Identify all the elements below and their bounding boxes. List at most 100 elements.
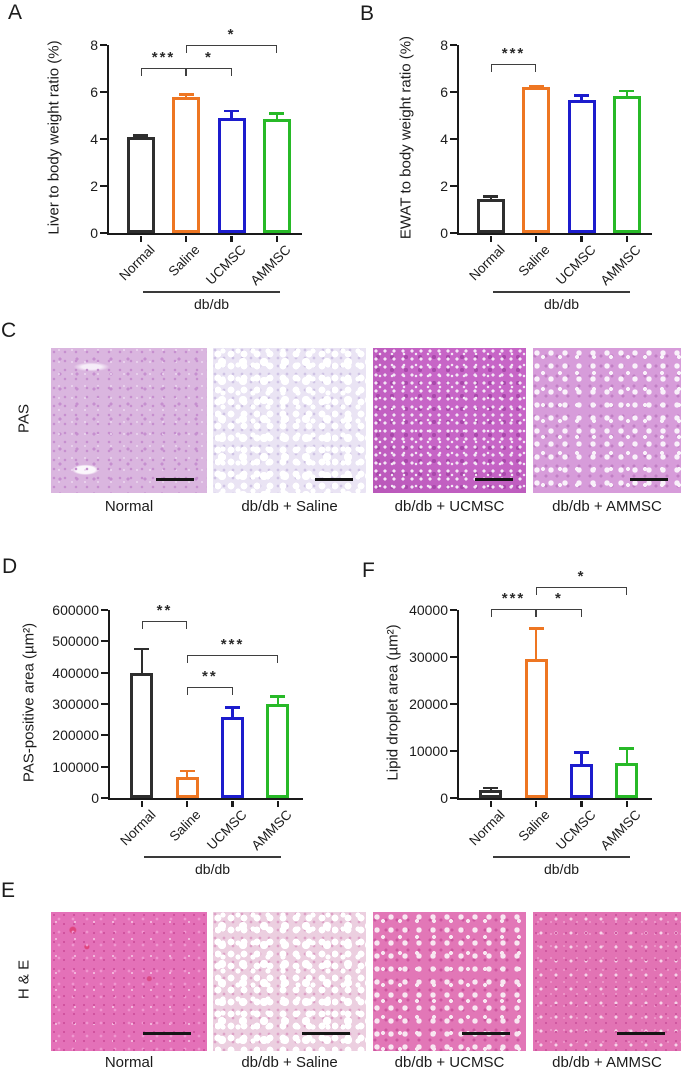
y-axis-title: PAS-positive area (µm²) [20, 622, 38, 783]
y-tick [100, 137, 107, 141]
panel-label-f: F [362, 559, 375, 582]
error-bar-cap [179, 769, 195, 773]
significance-bracket [536, 609, 582, 618]
significance-label: * [554, 590, 563, 608]
histology-tile-normal [51, 912, 207, 1051]
y-tick-label: 8 [90, 37, 98, 53]
significance-label: ** [202, 668, 218, 686]
scale-bar [156, 478, 194, 481]
bar-normal [126, 136, 155, 233]
bar-saline [175, 776, 199, 798]
x-tick [275, 235, 278, 242]
tile-label: db/db + AMMSC [552, 1054, 662, 1071]
significance-bracket [490, 609, 537, 618]
bar-ucmsc [217, 117, 246, 233]
bar-ucmsc [567, 100, 596, 233]
error-bar-cap [225, 706, 241, 709]
x-tick [535, 235, 538, 242]
bar-normal [479, 789, 503, 798]
tile-label: db/db + Saline [241, 1054, 338, 1071]
significance-label: *** [220, 636, 245, 654]
error-bar-cap [224, 109, 240, 113]
scale-bar [462, 1032, 510, 1035]
significance-label: * [577, 568, 586, 586]
y-tick [100, 184, 107, 188]
error-bar [580, 751, 583, 765]
x-tick [535, 800, 538, 807]
x-tick [580, 235, 583, 242]
y-tick [100, 231, 107, 235]
significance-bracket [186, 45, 277, 53]
plot-area-a: Liver to body weight ratio (%) 0 2 4 6 8 Norma… [46, 26, 302, 312]
y-tick [101, 796, 108, 800]
significance-label: *** [501, 590, 526, 608]
plot-area-d: PAS-positive area (µm²) 0 100000 200000 3000… [21, 602, 303, 877]
scale-bar [315, 478, 353, 481]
scale-bar [630, 478, 668, 481]
y-tick [450, 231, 457, 235]
plot-area-f: Lipid droplet area (µm²) 0 10000 20000 30000… [385, 568, 652, 877]
x-tick [489, 800, 492, 807]
error-bar [625, 89, 629, 96]
scale-bar [475, 478, 513, 481]
error-bar [230, 109, 233, 118]
histology-tile-normal [51, 348, 207, 493]
bar-normal [130, 672, 154, 798]
error-bar-cap [134, 647, 150, 651]
y-tick [101, 640, 108, 643]
bar-normal [476, 198, 505, 233]
y-tick-label: 600000 [52, 602, 99, 618]
histology-tile-db-db-saline [213, 348, 366, 493]
y-tick-label: 0 [91, 790, 99, 806]
y-tick [100, 90, 107, 94]
error-bar-cap [528, 84, 544, 88]
error-bar-cap [133, 134, 149, 137]
error-bar [185, 769, 189, 777]
tile-label: db/db + UCMSC [394, 1054, 505, 1071]
error-bar-cap [270, 695, 286, 698]
y-tick-label: 2 [90, 178, 98, 194]
y-tick [101, 671, 108, 674]
y-tick [100, 43, 107, 47]
y-tick-label: 8 [440, 37, 448, 53]
panel-label-c: C [1, 319, 17, 342]
scale-bar [143, 1032, 191, 1035]
y-tick-label: 0 [440, 225, 448, 241]
significance-bracket [186, 67, 232, 76]
row-label-h-e: H & E [15, 959, 33, 1000]
significance-bracket [490, 63, 537, 72]
x-tick [625, 235, 628, 242]
plot-area-b: EWAT to body weight ratio (%) 0 2 4 6 8 Normal… [398, 36, 652, 312]
group-line [144, 856, 281, 858]
x-tick [230, 235, 233, 242]
x-tick [580, 800, 583, 807]
error-bar [276, 695, 280, 704]
error-bar-cap [178, 93, 194, 96]
error-bar [231, 706, 234, 718]
group-label: db/db [194, 296, 230, 312]
bar-ammsc [262, 119, 291, 233]
significance-bracket [140, 67, 187, 76]
panel-label-e: E [1, 879, 16, 902]
x-tick [185, 235, 188, 242]
row-label-pas: PAS [15, 404, 33, 433]
y-tick [450, 608, 457, 612]
bar-ammsc [266, 704, 290, 798]
y-tick-label: 0 [90, 225, 98, 241]
y-tick [450, 137, 457, 141]
y-tick [101, 702, 108, 706]
tile-label: db/db + Saline [241, 498, 338, 515]
error-bar [625, 747, 629, 763]
panel-label-b: B [360, 2, 375, 25]
y-tick-label: 500000 [52, 633, 99, 650]
tile-label: db/db + UCMSC [394, 498, 505, 515]
histology-tile-db-db-ucmsc [373, 912, 526, 1051]
y-tick-label: 400000 [52, 664, 99, 681]
significance-label: *** [151, 48, 176, 66]
error-bar [275, 111, 279, 120]
x-tick [625, 800, 628, 807]
y-tick-label: 300000 [52, 696, 99, 712]
significance-bracket [187, 655, 278, 664]
x-tick [140, 800, 143, 807]
